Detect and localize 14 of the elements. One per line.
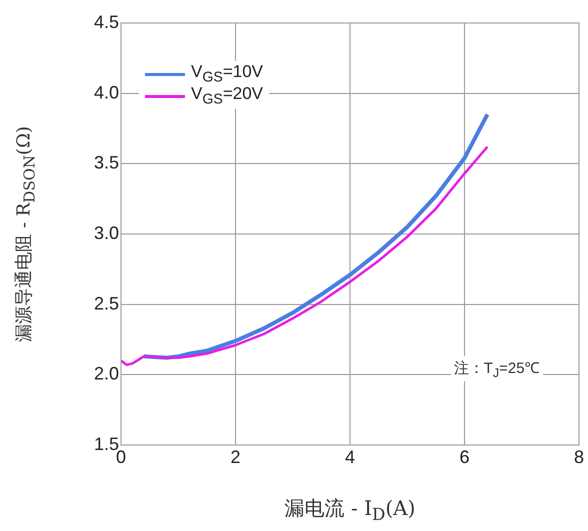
y-tick-label: 4.5 (94, 12, 119, 32)
x-tick-label: 2 (230, 446, 241, 467)
x-tick-label: 6 (459, 446, 470, 467)
annotation: 注：T$_{J}$=25℃ (450, 356, 543, 382)
y-tick-label: 2.0 (94, 364, 119, 384)
x-axis-title: 漏电流 - I$_{D}$(A) (284, 495, 416, 524)
y-tick-label: 4.0 (94, 82, 119, 102)
y-tick-label: 2.5 (94, 293, 119, 314)
y-tick-label: 3.0 (94, 222, 119, 243)
x-tick-label: 8 (574, 446, 584, 467)
legend-label: V$_{GS}$=20V (191, 84, 263, 108)
y-tick-label: 3.5 (94, 152, 119, 173)
legend-label: V$_{GS}$=10V (191, 62, 263, 86)
x-tick-label: 4 (344, 446, 356, 467)
